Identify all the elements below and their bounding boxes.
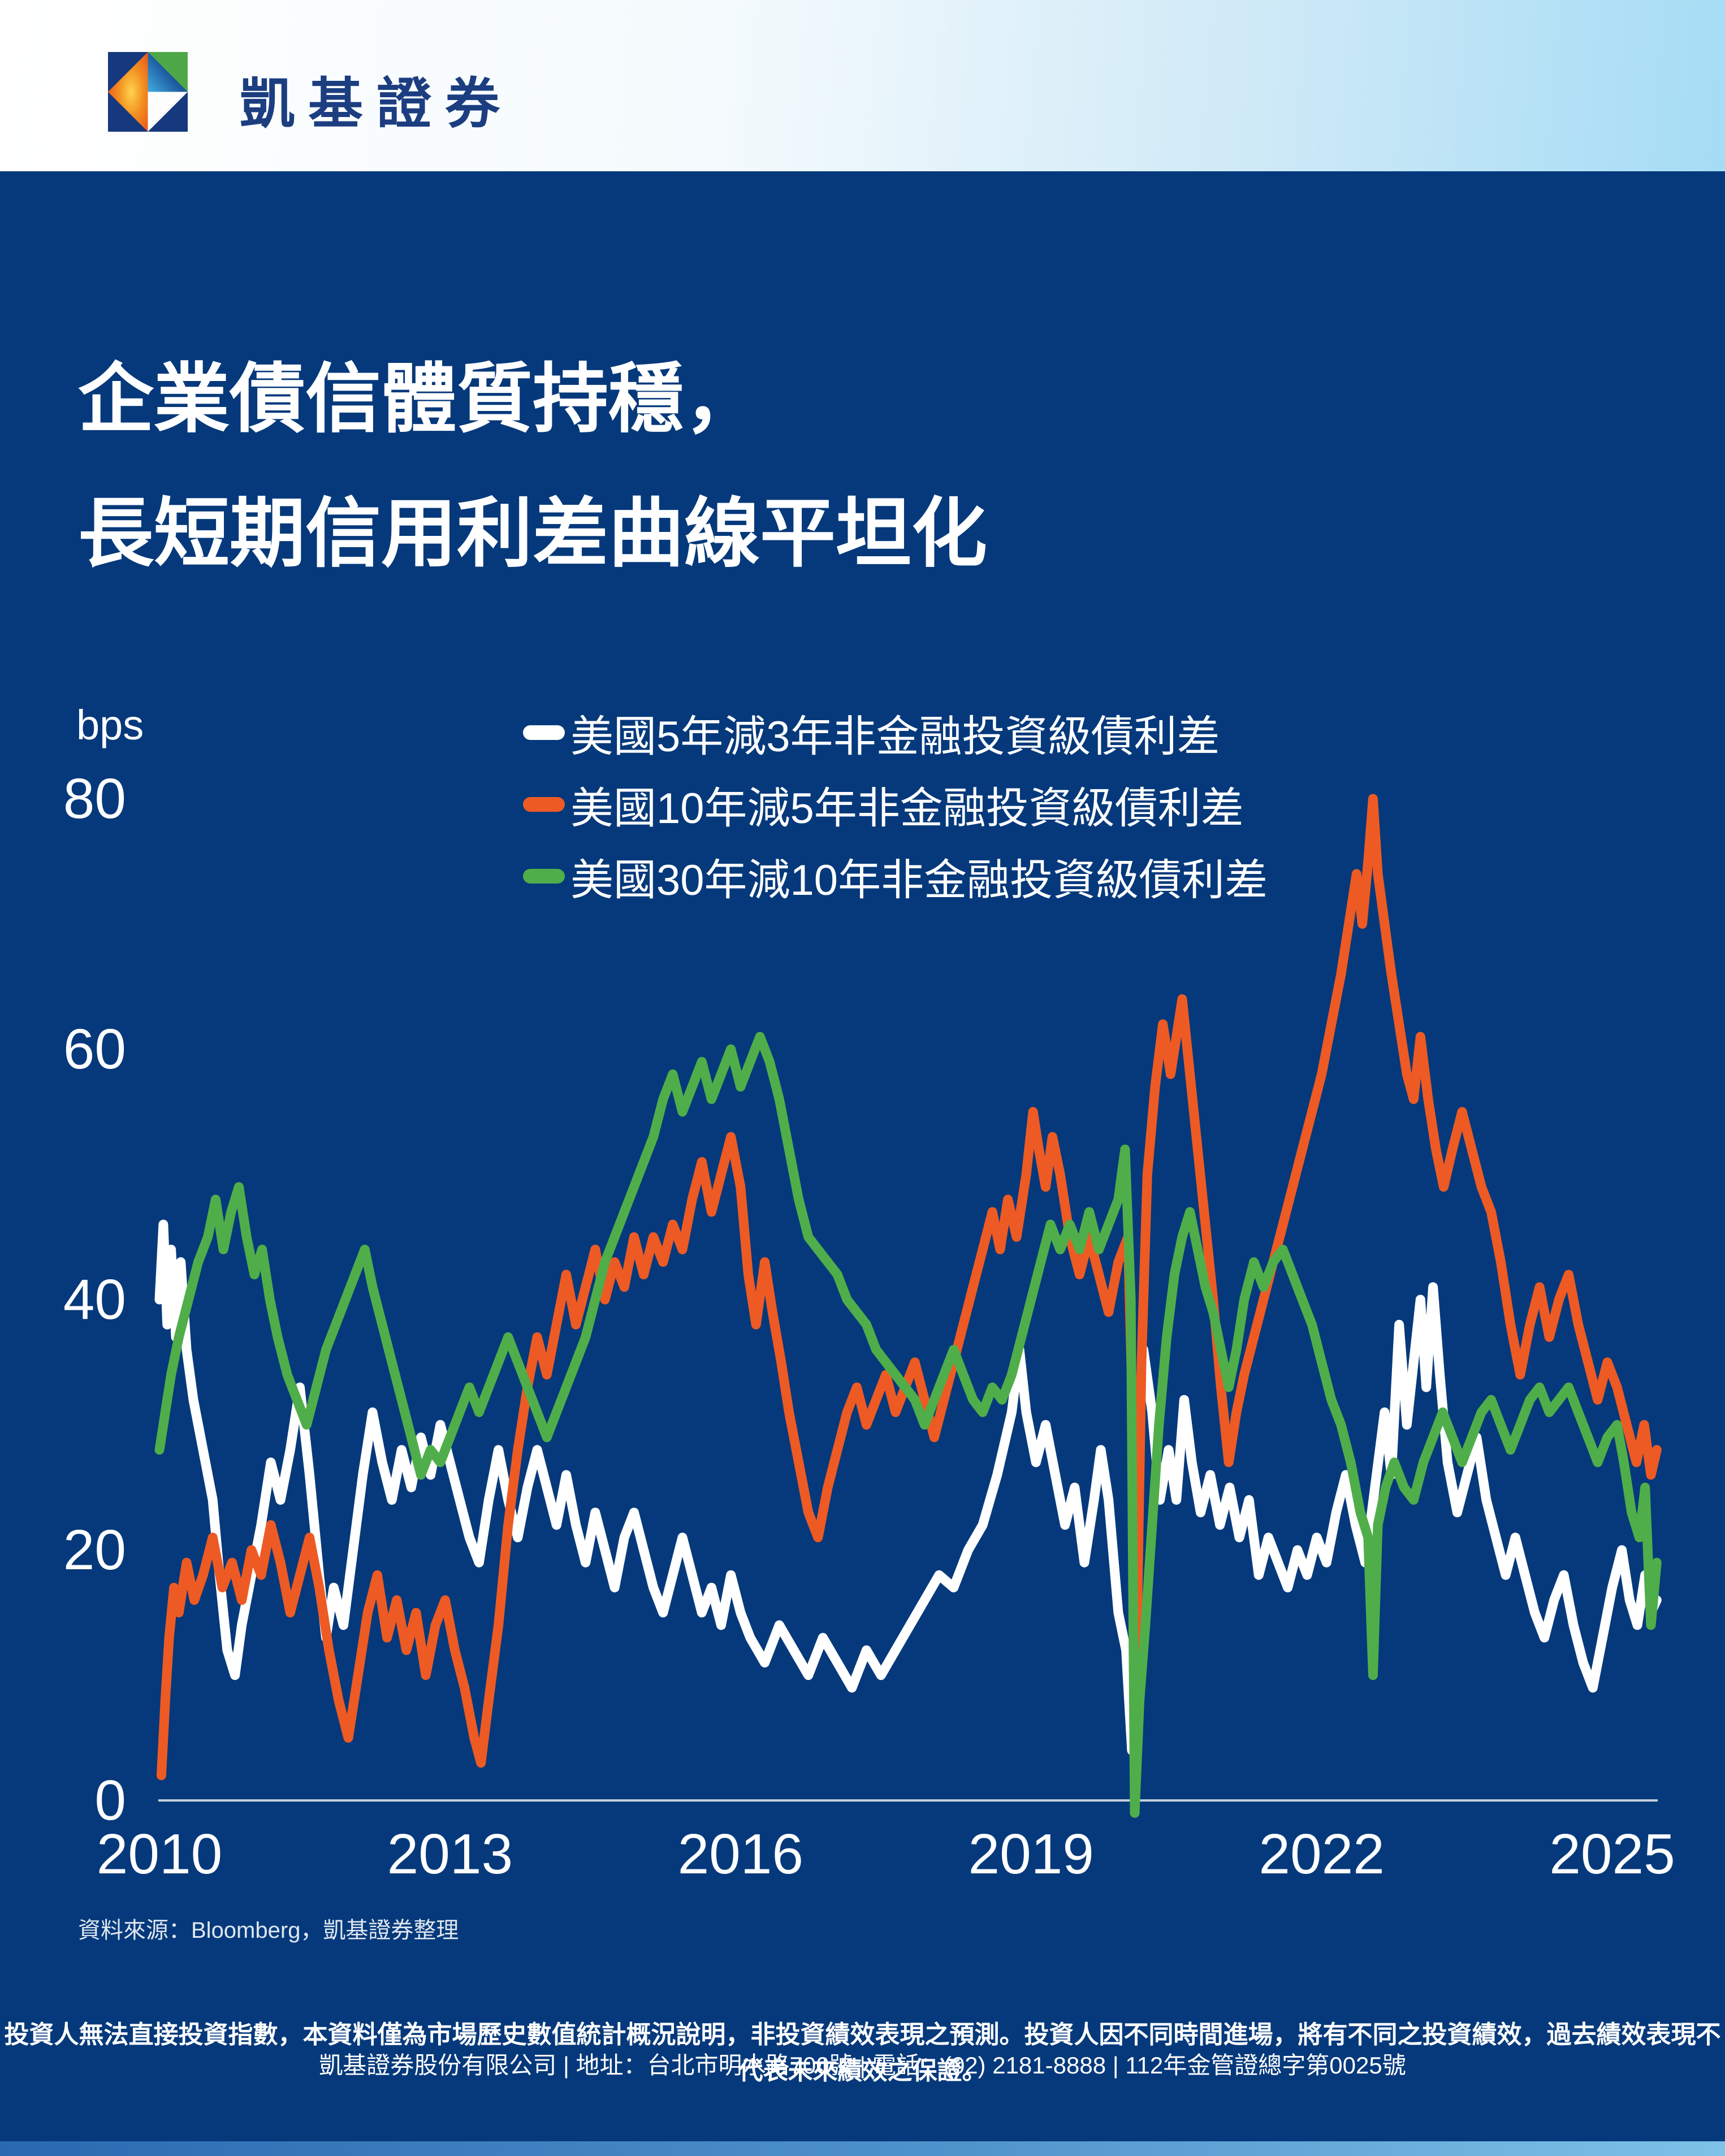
- legend-label-5y3y: 美國5年減3年非金融投資級債利差: [570, 712, 1220, 761]
- legend-item-5y3y: 美國5年減3年非金融投資級債利差: [523, 696, 1268, 768]
- y-tick-label-80: 80: [63, 767, 126, 830]
- page-title-line2: 長短期信用利差曲線平坦化: [78, 492, 988, 576]
- brand-logo-icon: [108, 52, 188, 132]
- y-tick-label-20: 20: [63, 1518, 126, 1582]
- series-line-1: [156, 794, 1662, 1781]
- logo-blue-triangle: [148, 52, 188, 92]
- y-tick-label-60: 60: [63, 1018, 126, 1081]
- legend-item-10y5y: 美國10年減5年非金融投資級債利差: [523, 768, 1268, 840]
- brand-name: 凱基證券: [240, 73, 513, 135]
- source-note: 資料來源：Bloomberg，凱基證券整理: [78, 1918, 459, 1943]
- series-line-0: [154, 1219, 1662, 1755]
- x-tick-label-2025: 2025: [1549, 1822, 1675, 1886]
- page-title-line1: 企業債信體質持穩，: [78, 357, 760, 441]
- disclaimer-text: 投資人無法直接投資指數，本資料僅為市場歷史數值統計概況說明，非投資績效表現之預測…: [4, 2021, 1721, 2085]
- legend-label-10y5y: 美國10年減5年非金融投資級債利差: [570, 784, 1244, 833]
- x-tick-label-2022: 2022: [1259, 1822, 1385, 1886]
- x-tick-label-2010: 2010: [96, 1822, 223, 1886]
- legend-marker-orange-icon: [523, 796, 565, 812]
- legend-label-30y10y: 美國30年減10年非金融投資級債利差: [570, 856, 1268, 904]
- legend-item-30y10y: 美國30年減10年非金融投資級債利差: [523, 840, 1268, 912]
- legend-marker-white-icon: [523, 725, 565, 740]
- x-tick-label-2016: 2016: [677, 1822, 804, 1886]
- legend-marker-green-icon: [523, 868, 565, 884]
- series-line-2: [154, 1032, 1662, 1818]
- y-tick-label-0: 0: [94, 1769, 126, 1832]
- chart-legend: 美國5年減3年非金融投資級債利差 美國10年減5年非金融投資級債利差 美國30年…: [523, 696, 1268, 912]
- header-band: 凱基證券: [0, 0, 1725, 171]
- y-axis-unit-label: bps: [76, 702, 144, 748]
- x-tick-label-2013: 2013: [387, 1822, 513, 1886]
- bottom-gradient-bar: [0, 2141, 1725, 2156]
- logo-white-triangle: [148, 92, 188, 132]
- company-info-text: 凱基證券股份有限公司 | 地址：台北市明水路700號 | 電話：(02) 218…: [319, 2052, 1406, 2079]
- logo-orange-triangle: [108, 52, 148, 132]
- x-tick-label-2019: 2019: [968, 1822, 1094, 1886]
- page-title: 企業債信體質持穩， 長短期信用利差曲線平坦化: [78, 332, 987, 601]
- y-tick-label-40: 40: [63, 1268, 126, 1331]
